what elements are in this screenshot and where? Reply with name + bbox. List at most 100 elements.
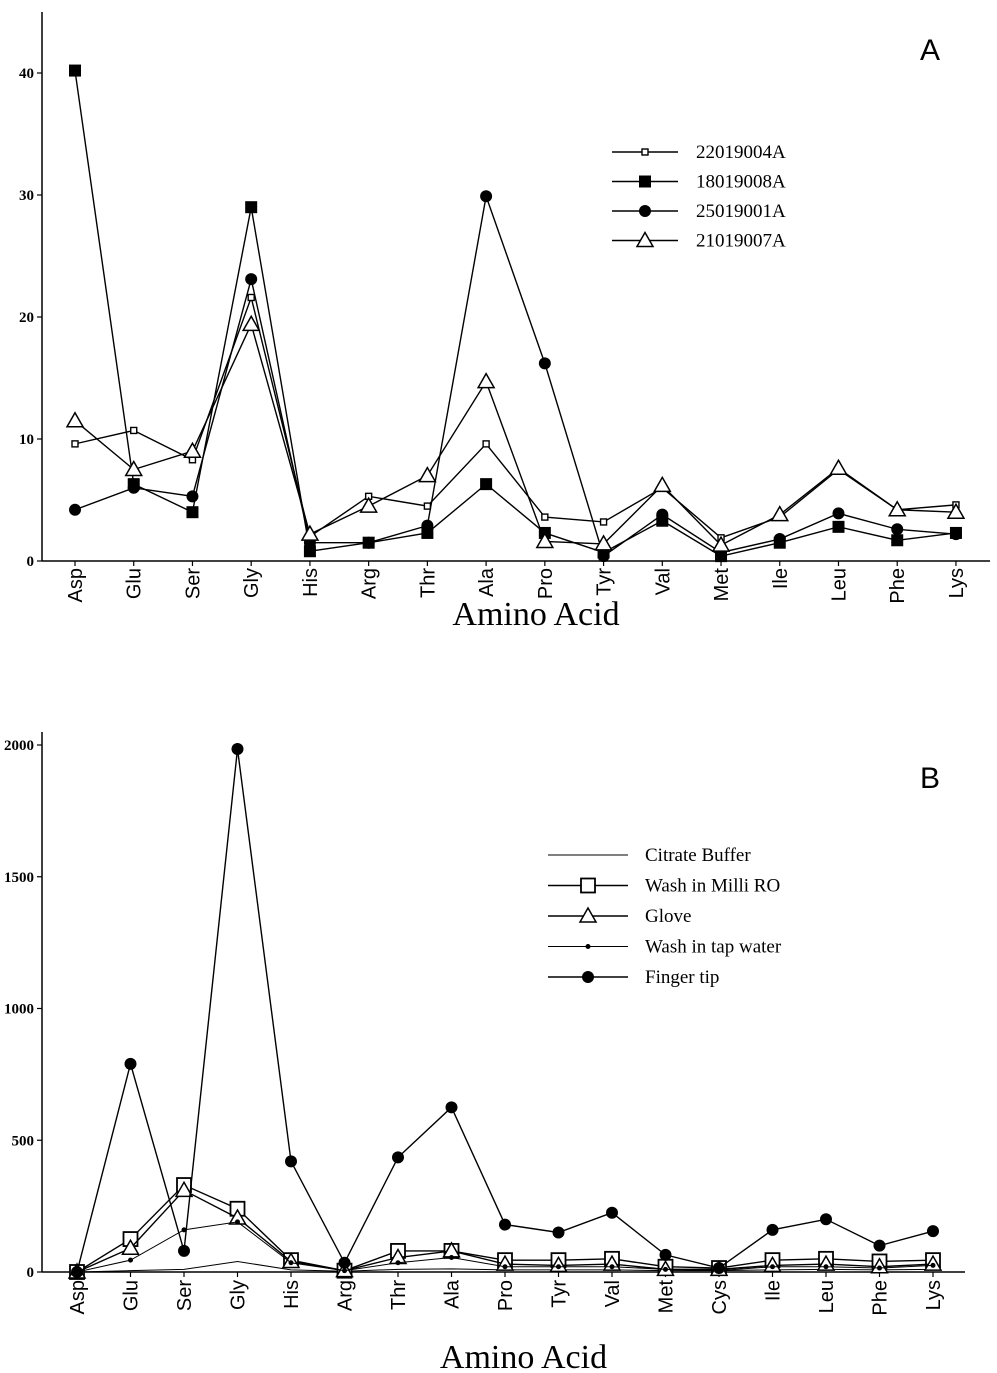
legend-marker [635,230,655,248]
data-point [766,1223,779,1236]
x-tick-label-phe: Phe [870,1280,892,1316]
x-tick-label-ala: Ala [442,1279,464,1309]
series-finger-tip [71,742,939,1278]
data-point [541,513,549,521]
legend-marker [639,205,651,217]
x-tick-label-arg: Arg [359,568,381,599]
data-point [127,481,140,494]
series-line [74,322,956,546]
y-tick-label: 30 [19,188,34,204]
data-point [927,1225,939,1238]
chart-panel-a: 0 10 20 30 40 Asp Glu Ser Gly His Arg Thr Ala Pro Tyr V… [19,12,990,633]
x-tick-label-leu: Leu [816,1280,838,1313]
panel-label: A [920,34,940,67]
y-tick-label: 1500 [4,870,34,886]
data-point [235,1219,240,1225]
x-tick-label-ile: Ile [763,1280,785,1301]
data-point [946,502,966,519]
x-tick-label-val: Val [602,1280,624,1307]
data-point [65,411,85,428]
data-point [480,478,493,491]
data-point [873,1239,886,1252]
series-18019008a [69,64,962,563]
data-point [71,1266,83,1278]
x-tick-label-gly: Gly [228,1280,250,1310]
data-point [285,1155,297,1168]
legend-entry: Citrate Buffer [548,845,751,866]
legend-label: Finger tip [645,967,719,988]
data-point [362,536,375,549]
series-line [74,193,957,558]
series-line [74,70,957,557]
data-point [181,1227,187,1233]
chart-panel-b: 0 500 1000 1500 2000 Asp Glu Ser Gly His Arg Thr Ala… [4,732,965,1373]
x-tick-label-asp: Asp [67,1280,89,1314]
x-tick-label-cys: Cys [709,1280,731,1314]
legend-entry: Finger tip [548,967,719,988]
y-tick-label: 0 [27,554,35,570]
y-tick-label: 500 [12,1133,35,1149]
x-axis-title: Amino Acid [440,1339,607,1373]
x-axis-title: Amino Acid [452,596,619,633]
x-tick-label-met: Met [711,568,733,602]
series-22019004a [71,293,960,542]
data-point [502,1264,508,1270]
legend-label: 22019004A [696,142,786,163]
x-tick-label-phe: Phe [887,568,909,604]
data-point [594,534,613,551]
legend-marker [578,906,598,923]
data-point [820,1213,832,1226]
x-tick-label-glu: Glu [121,1280,143,1311]
x-tick-label-ser: Ser [182,568,204,599]
x-tick-label-asp: Asp [65,568,87,602]
data-point [300,524,320,541]
data-point [338,1256,351,1269]
data-point [609,1264,615,1270]
x-tick-label-thr: Thr [388,1280,410,1310]
data-point [183,441,202,458]
data-point [499,1218,511,1231]
data-point [303,545,316,558]
data-point [770,1264,775,1270]
panel-label: B [920,762,940,795]
x-tick-label-pro: Pro [535,568,557,599]
data-point [392,1151,404,1164]
data-point [823,1264,829,1270]
y-tick-label: 10 [19,432,34,448]
x-tick-label-val: Val [652,568,674,595]
data-point [538,357,551,370]
data-point [556,1264,561,1270]
x-tick-label-met: Met [656,1280,678,1314]
data-point [877,1265,882,1271]
y-tick-label: 20 [19,310,34,326]
legend-entry: Glove [548,906,691,927]
data-point [128,1257,133,1263]
series-line [74,295,957,539]
x-tick-label-pro: Pro [495,1280,517,1311]
legend-label: Citrate Buffer [645,845,751,866]
data-point [606,1206,618,1219]
legend-label: 21019007A [696,231,786,252]
data-point [832,520,845,533]
data-point [69,64,81,77]
data-point [829,458,848,476]
data-point [395,1260,401,1266]
data-point [482,440,490,448]
data-point [245,273,258,286]
data-point [653,475,672,493]
data-point [535,531,555,549]
data-point [449,1255,454,1261]
data-point [891,534,904,547]
data-point [124,1057,137,1070]
series-line [76,748,934,1273]
data-point [445,1101,458,1114]
data-point [599,518,608,526]
legend-marker [639,175,651,188]
data-point [711,535,731,552]
y-tick-label: 0 [27,1265,35,1281]
x-tick-label-ser: Ser [174,1280,196,1311]
x-tick-label-glu: Glu [124,568,146,599]
y-tick-label: 40 [19,66,34,82]
data-point [342,1268,347,1274]
